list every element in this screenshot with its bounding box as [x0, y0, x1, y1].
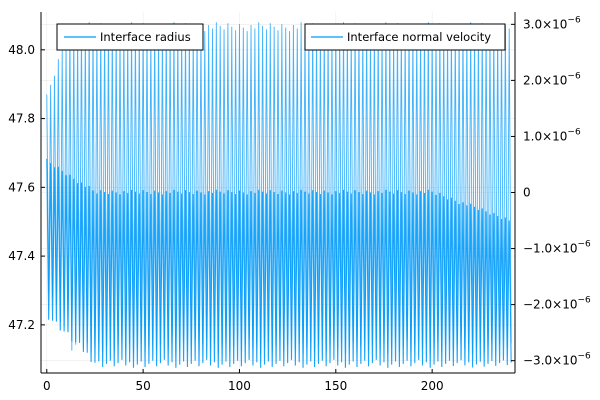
y2-tick-mantissa: −3.0×10	[523, 354, 577, 368]
y2-tick-label: 0	[523, 186, 531, 200]
y2-tick-label: −1.0×10−6	[523, 240, 591, 256]
y-tick-label: 47.6	[8, 180, 35, 194]
x-tick-label: 0	[43, 379, 51, 393]
x-tick-label: 100	[228, 379, 251, 393]
series-layer	[46, 22, 512, 368]
legend-right-label: Interface normal velocity	[347, 30, 491, 44]
y2-tick-exponent: −6	[577, 352, 591, 362]
y2-tick-exponent: −6	[567, 127, 581, 137]
y-tick-label: 48.0	[8, 43, 35, 57]
series-line-interface-normal-velocity	[46, 158, 512, 368]
y2-tick-label: 2.0×10−6	[523, 71, 581, 87]
y2-tick-exponent: −6	[567, 71, 581, 81]
y2-tick-mantissa: 1.0×10	[523, 129, 567, 143]
y-tick-label: 47.2	[8, 318, 35, 332]
y2-tick-exponent: −6	[577, 240, 591, 250]
y2-tick-mantissa: −1.0×10	[523, 242, 577, 256]
x-tick-label: 50	[135, 379, 150, 393]
y2-tick-mantissa: 3.0×10	[523, 17, 567, 31]
ticks: 0 50 100 150 20047.247.447.647.848.03.0×10−6…	[8, 15, 591, 393]
y-tick-label: 47.8	[8, 112, 35, 126]
legend-left-label: Interface radius	[100, 30, 191, 44]
y2-tick-mantissa: 0	[523, 186, 531, 200]
legend-left: Interface radius	[56, 23, 204, 51]
y2-tick-label: 3.0×10−6	[523, 15, 581, 31]
y2-tick-label: −2.0×10−6	[523, 296, 591, 312]
y2-tick-label: 1.0×10−6	[523, 127, 581, 143]
y-tick-label: 47.4	[8, 249, 35, 263]
legend-right: Interface normal velocity	[304, 23, 506, 51]
y2-tick-mantissa: −2.0×10	[523, 298, 577, 312]
x-tick-label: 150	[324, 379, 347, 393]
y2-tick-mantissa: 2.0×10	[523, 73, 567, 87]
x-tick-label: 200	[421, 379, 444, 393]
y2-tick-exponent: −6	[567, 15, 581, 25]
y2-tick-label: −3.0×10−6	[523, 352, 591, 368]
y2-tick-exponent: −6	[577, 296, 591, 306]
